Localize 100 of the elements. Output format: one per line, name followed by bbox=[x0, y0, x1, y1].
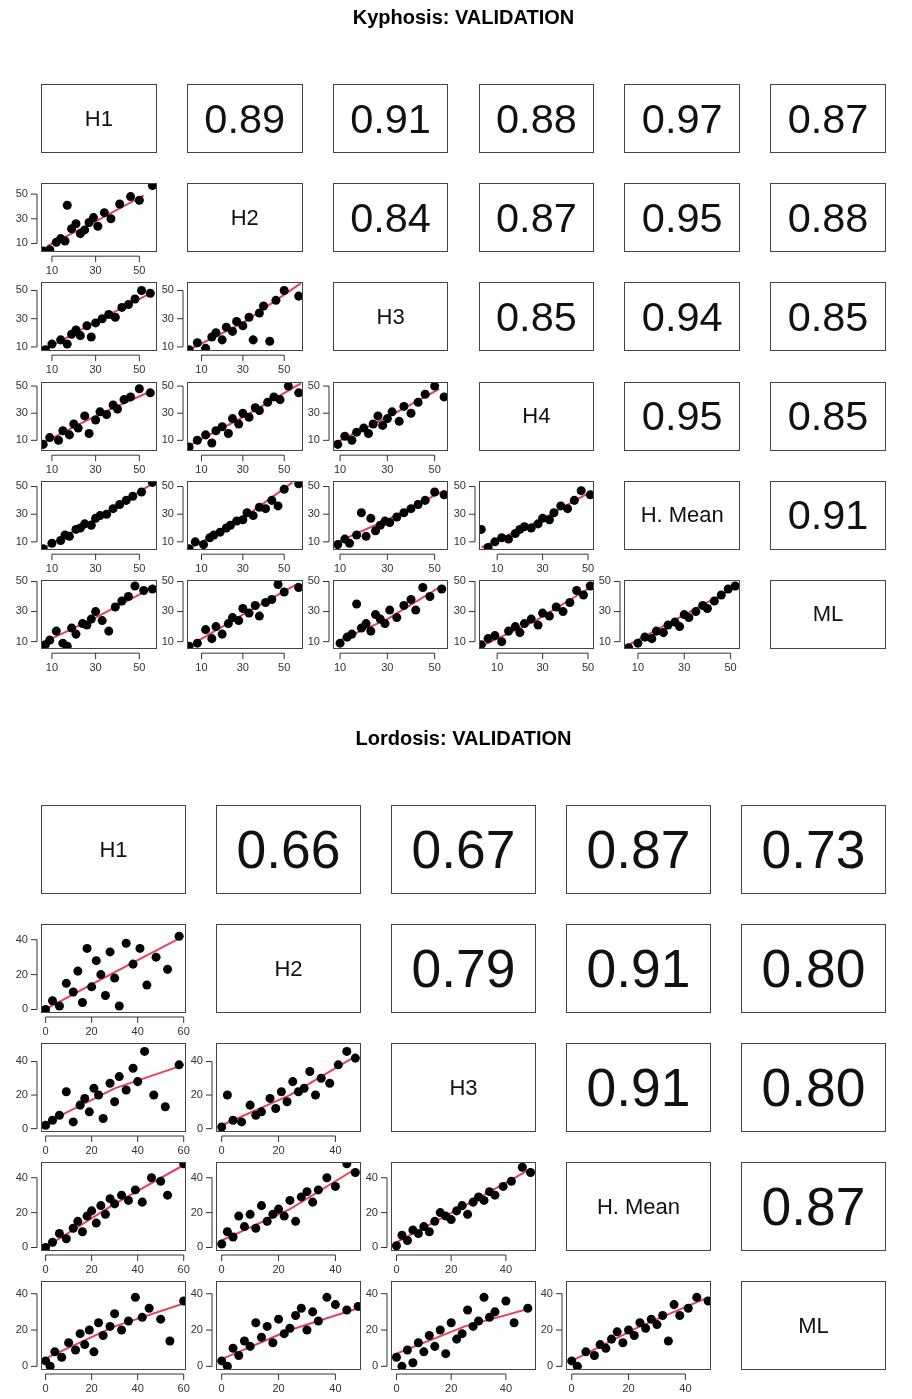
point bbox=[98, 1330, 108, 1340]
point bbox=[156, 1314, 166, 1324]
point bbox=[296, 1192, 306, 1202]
point bbox=[267, 594, 277, 604]
point bbox=[463, 1305, 473, 1315]
point bbox=[102, 509, 112, 519]
point bbox=[606, 1334, 616, 1344]
point bbox=[217, 335, 227, 345]
point bbox=[308, 1197, 318, 1207]
y-tick-label: 50 bbox=[15, 187, 28, 200]
text: Lordosis: VALIDATION bbox=[354, 727, 573, 750]
point bbox=[325, 1078, 335, 1088]
y-tick-label: 20 bbox=[190, 1205, 203, 1218]
x-tick-label: 10 bbox=[333, 462, 346, 475]
point bbox=[267, 495, 277, 505]
point bbox=[489, 630, 499, 640]
point bbox=[279, 1211, 289, 1221]
y-tick-label: 20 bbox=[15, 1322, 28, 1335]
point bbox=[316, 1073, 326, 1083]
text: 0.85 bbox=[787, 392, 869, 440]
point bbox=[330, 1300, 340, 1310]
point bbox=[452, 1334, 462, 1344]
point bbox=[322, 1292, 332, 1302]
point bbox=[558, 606, 568, 616]
point bbox=[117, 1325, 127, 1335]
point bbox=[335, 638, 345, 648]
point bbox=[80, 1093, 90, 1103]
point bbox=[245, 1341, 255, 1351]
x-tick-label: 40 bbox=[329, 1263, 342, 1275]
y-tick-label: 0 bbox=[21, 1002, 28, 1015]
point bbox=[564, 597, 574, 607]
point bbox=[399, 600, 409, 610]
y-tick-label: 30 bbox=[599, 604, 612, 617]
point bbox=[420, 495, 430, 505]
point bbox=[251, 1318, 261, 1328]
x-tick-label: 50 bbox=[133, 660, 146, 673]
point bbox=[351, 530, 361, 540]
point bbox=[424, 1330, 434, 1340]
x-tick-label: 50 bbox=[277, 660, 291, 673]
point bbox=[217, 1239, 227, 1249]
point bbox=[618, 1338, 628, 1348]
point bbox=[368, 419, 378, 429]
point bbox=[117, 1190, 127, 1200]
point bbox=[468, 1321, 478, 1331]
point bbox=[274, 1314, 284, 1324]
point bbox=[145, 387, 155, 397]
point bbox=[128, 491, 138, 501]
point bbox=[80, 225, 90, 235]
point bbox=[402, 1345, 412, 1355]
x-tick-label: 50 bbox=[581, 561, 594, 574]
x-tick-label: 40 bbox=[499, 1382, 513, 1394]
point bbox=[47, 339, 57, 349]
point bbox=[271, 1103, 281, 1113]
y-tick-label: 50 bbox=[599, 574, 612, 587]
point bbox=[279, 587, 289, 597]
point bbox=[105, 1321, 115, 1331]
x-tick-label: 0 bbox=[218, 1382, 225, 1394]
point bbox=[163, 964, 173, 974]
point bbox=[254, 308, 264, 318]
point bbox=[237, 1117, 247, 1127]
point bbox=[142, 980, 152, 990]
point bbox=[254, 405, 264, 415]
x-tick-label: 30 bbox=[380, 660, 394, 673]
point bbox=[174, 931, 184, 941]
point bbox=[663, 1336, 673, 1346]
point bbox=[200, 624, 210, 634]
x-tick-label: 20 bbox=[445, 1263, 458, 1275]
point bbox=[57, 1352, 67, 1362]
y-tick-label: 10 bbox=[15, 236, 28, 249]
x-tick-label: 40 bbox=[329, 1144, 342, 1156]
x-tick-label: 30 bbox=[89, 561, 102, 574]
point bbox=[519, 521, 529, 531]
point bbox=[130, 1185, 140, 1195]
x-tick-label: 40 bbox=[131, 1025, 144, 1037]
x-tick-label: 30 bbox=[236, 660, 249, 673]
point bbox=[548, 507, 558, 517]
point bbox=[86, 520, 96, 530]
point bbox=[97, 615, 107, 625]
point bbox=[47, 1115, 58, 1125]
point bbox=[84, 1325, 94, 1335]
x-tick-label: 20 bbox=[272, 1382, 285, 1394]
point bbox=[60, 236, 70, 246]
text: 0.80 bbox=[761, 938, 866, 998]
point bbox=[351, 427, 361, 437]
point bbox=[248, 335, 258, 345]
text: 0.66 bbox=[236, 819, 341, 879]
x-tick-label: 0 bbox=[42, 1382, 49, 1394]
point bbox=[207, 438, 217, 448]
point bbox=[399, 507, 409, 517]
point bbox=[569, 495, 579, 505]
point bbox=[365, 513, 375, 523]
point bbox=[234, 615, 244, 625]
point bbox=[207, 633, 217, 643]
point bbox=[339, 431, 349, 441]
point bbox=[115, 499, 125, 509]
point bbox=[413, 397, 423, 407]
point bbox=[121, 938, 131, 948]
point bbox=[526, 1167, 536, 1177]
x-tick-label: 20 bbox=[85, 1025, 98, 1037]
x-tick-label: 30 bbox=[89, 660, 102, 673]
